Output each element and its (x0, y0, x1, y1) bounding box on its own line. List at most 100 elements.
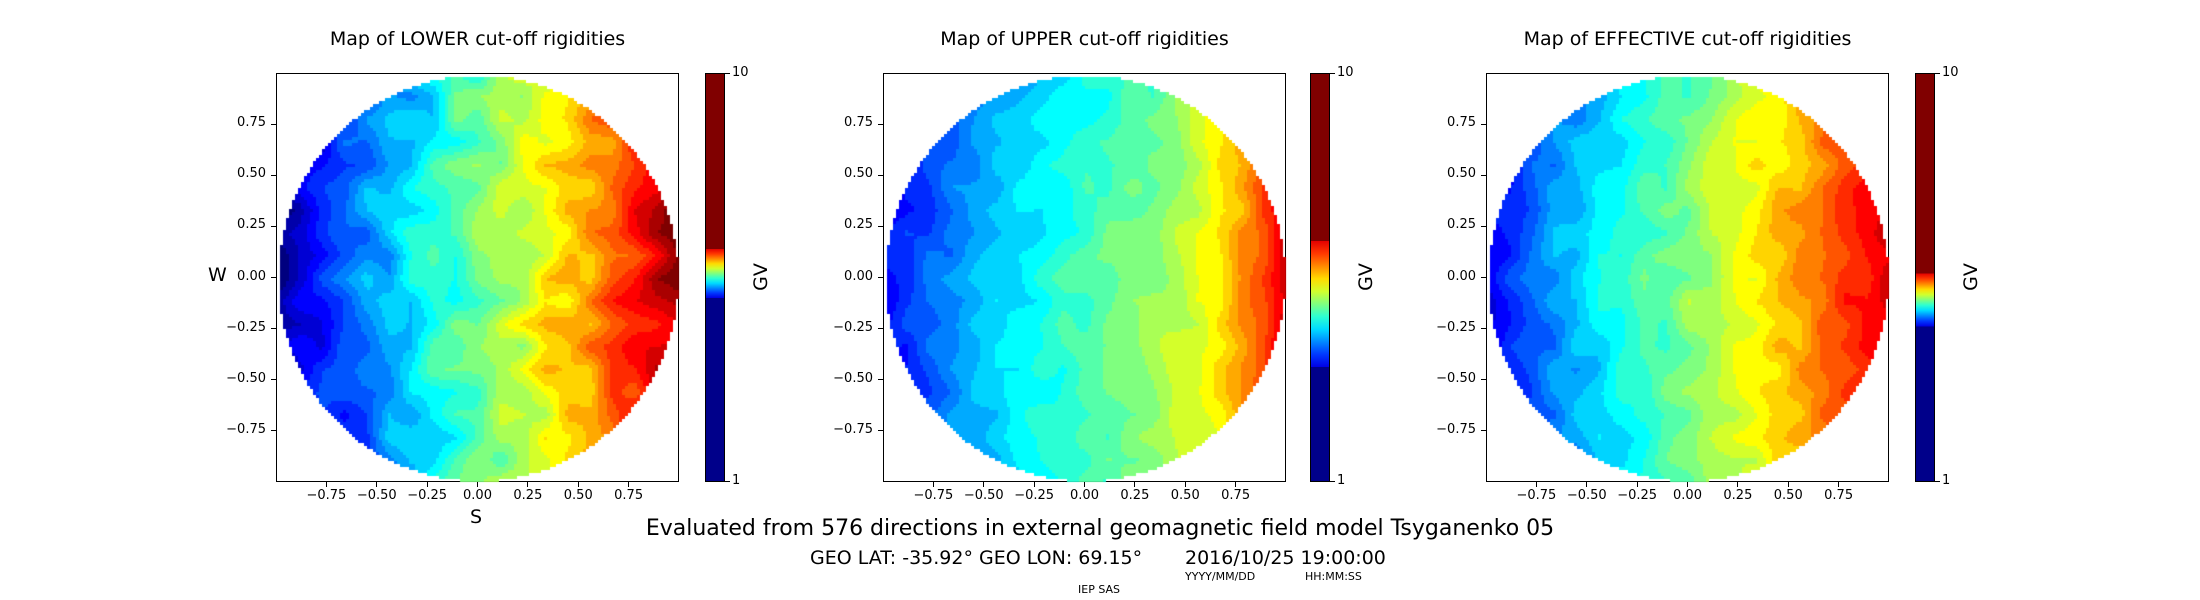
x-tick-label: −0.25 (407, 488, 448, 503)
x-axis-label: S (470, 506, 483, 528)
colorbar-tick-mark (1330, 481, 1335, 482)
colorbar-min-label: 1 (1942, 473, 1951, 488)
x-tick-mark (376, 482, 378, 487)
model-description: Evaluated from 576 directions in externa… (645, 516, 1555, 541)
colorbar-tick-mark (1935, 481, 1940, 482)
x-tick-label: −0.75 (913, 488, 954, 503)
x-tick-mark (628, 482, 630, 487)
y-tick-mark (1481, 123, 1486, 125)
y-tick-mark (271, 430, 276, 432)
x-tick-mark (1134, 482, 1136, 487)
x-tick-label: −0.50 (356, 488, 397, 503)
y-tick-label: 0.00 (1447, 268, 1476, 284)
colorbar-tick-mark (725, 481, 730, 482)
y-tick-label: −0.75 (226, 421, 266, 437)
y-tick-mark (271, 225, 276, 227)
colorbar (1310, 73, 1330, 482)
y-tick-label: −0.25 (833, 319, 873, 335)
colorbar-tick-mark (1330, 73, 1335, 74)
x-tick-mark (577, 482, 579, 487)
x-tick-mark (527, 482, 529, 487)
x-tick-label: 0.00 (463, 488, 492, 503)
time-format-label: HH:MM:SS (1305, 570, 1362, 583)
y-tick-mark (878, 277, 883, 278)
x-tick-mark (426, 482, 428, 487)
colorbar-tick-mark (725, 73, 730, 74)
y-tick-label: 0.25 (237, 217, 266, 233)
y-tick-mark (878, 123, 883, 125)
y-tick-mark (878, 430, 883, 432)
contour-map (1487, 74, 1890, 483)
y-tick-mark (878, 225, 883, 227)
x-tick-label: −0.50 (963, 488, 1004, 503)
y-tick-label: 0.00 (844, 268, 873, 284)
y-tick-mark (878, 174, 883, 176)
colorbar-max-label: 10 (1942, 65, 1959, 80)
x-tick-label: 0.50 (1773, 488, 1803, 503)
x-tick-label: 0.00 (1070, 488, 1099, 503)
y-tick-mark (271, 328, 276, 330)
colorbar (705, 73, 725, 482)
location-text: GEO LAT: -35.92° GEO LON: 69.15° (810, 547, 1143, 569)
colorbar-label: GV (1354, 263, 1377, 291)
y-tick-label: −0.75 (1436, 421, 1476, 437)
x-tick-label: −0.25 (1014, 488, 1055, 503)
y-tick-mark (271, 277, 276, 278)
x-tick-mark (932, 482, 934, 487)
y-tick-mark (271, 379, 276, 381)
x-tick-mark (1084, 482, 1085, 487)
y-tick-label: 0.50 (237, 166, 266, 182)
x-tick-mark (1235, 482, 1237, 487)
x-tick-mark (1535, 482, 1537, 487)
y-tick-label: 0.25 (1447, 217, 1476, 233)
x-tick-label: 0.50 (1170, 488, 1200, 503)
contour-map (277, 74, 680, 483)
x-tick-mark (1687, 482, 1688, 487)
colorbar-label: GV (1959, 263, 1982, 291)
x-tick-label: 0.25 (1723, 488, 1753, 503)
y-tick-label: 0.25 (844, 217, 873, 233)
colorbar-tick-mark (1935, 73, 1940, 74)
x-tick-mark (325, 482, 327, 487)
y-tick-mark (1481, 430, 1486, 432)
y-tick-mark (1481, 379, 1486, 381)
datetime-text: 2016/10/25 19:00:00 (1185, 547, 1386, 569)
plot-title: Map of LOWER cut-off rigidities (329, 28, 626, 50)
y-tick-label: −0.50 (226, 370, 266, 386)
x-tick-mark (1586, 482, 1588, 487)
colorbar-max-label: 10 (732, 65, 749, 80)
colorbar-min-label: 1 (732, 473, 741, 488)
y-tick-label: 0.75 (237, 115, 266, 131)
colorbar-min-label: 1 (1337, 473, 1346, 488)
colorbar (1915, 73, 1935, 482)
x-tick-mark (1838, 482, 1840, 487)
x-tick-label: 0.00 (1673, 488, 1702, 503)
y-tick-label: 0.50 (1447, 166, 1476, 182)
y-tick-mark (271, 123, 276, 125)
x-tick-mark (1033, 482, 1035, 487)
x-tick-label: 0.25 (1120, 488, 1150, 503)
x-tick-label: −0.50 (1566, 488, 1607, 503)
y-tick-label: −0.75 (833, 421, 873, 437)
y-tick-label: −0.50 (1436, 370, 1476, 386)
x-tick-label: 0.50 (563, 488, 593, 503)
credit-label: IEP SAS (1078, 583, 1121, 596)
y-tick-label: 0.75 (844, 115, 873, 131)
y-tick-mark (271, 174, 276, 176)
contour-plot-axes (1486, 73, 1890, 483)
x-tick-mark (477, 482, 478, 487)
y-axis-label: W (208, 264, 227, 286)
contour-map (884, 74, 1287, 483)
contour-plot-axes (883, 73, 1287, 483)
x-tick-label: −0.75 (306, 488, 347, 503)
y-tick-mark (1481, 328, 1486, 330)
y-tick-mark (1481, 174, 1486, 176)
x-tick-mark (1636, 482, 1638, 487)
y-tick-label: −0.25 (1436, 319, 1476, 335)
x-tick-mark (1737, 482, 1739, 487)
x-tick-label: 0.75 (1221, 488, 1251, 503)
x-tick-mark (983, 482, 985, 487)
y-tick-label: 0.75 (1447, 115, 1476, 131)
plot-title: Map of EFFECTIVE cut-off rigidities (1523, 28, 1852, 50)
